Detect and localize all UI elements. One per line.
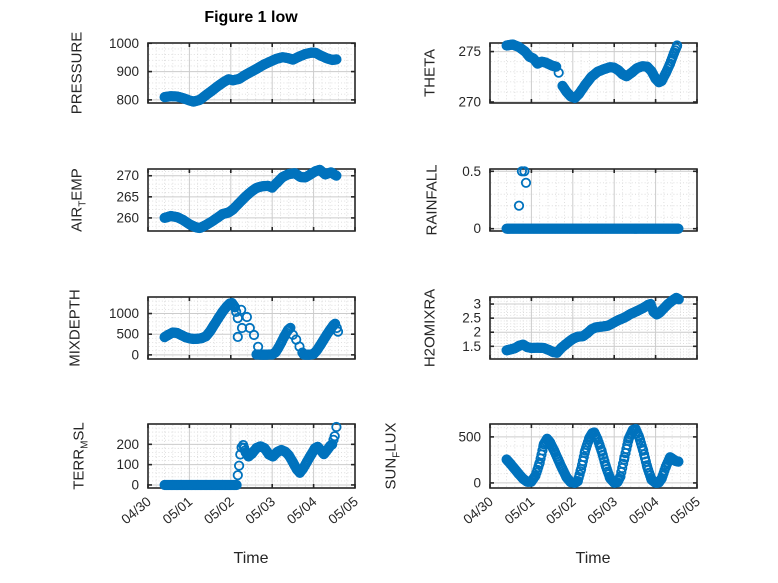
subplot-air-temp: 260 265 270 (116, 164, 356, 234)
x-tick-label: 05/05 (667, 494, 703, 527)
x-tick-label: 05/03 (243, 494, 279, 527)
series-markers-theta (501, 39, 683, 104)
ylabel-mixdepth: MIXDEPTH (66, 289, 84, 367)
y-tick-labels: 0 500 (458, 429, 481, 490)
subplot-sun-flux: 0 500 04/30 05/01 05/02 05/03 05/04 05/05 (458, 423, 703, 528)
x-tick-label: 05/01 (502, 494, 538, 527)
ylabel-rainfall: RAINFALL (423, 164, 441, 236)
y-tick-label: 2 (473, 325, 481, 340)
y-tick-label: 900 (116, 64, 139, 79)
ylabel-theta: THETA (421, 48, 439, 98)
x-tick-label: 05/01 (160, 494, 196, 527)
x-tick-label: 05/02 (543, 494, 579, 527)
y-tick-label: 275 (458, 44, 481, 59)
axes-box (147, 296, 356, 360)
y-tick-label: 0 (473, 221, 481, 236)
axes-box (147, 168, 356, 232)
y-tick-labels: 270 275 (458, 44, 481, 109)
x-tick-labels: 04/30 05/01 05/02 05/03 05/04 05/05 (118, 494, 361, 528)
y-tick-labels: 0 100 200 (116, 437, 139, 493)
series-markers-rainfall (501, 166, 684, 234)
xlabel-time-right: Time (575, 550, 611, 567)
y-tick-label: 100 (116, 457, 139, 472)
y-tick-labels: 1.522.53 (462, 297, 481, 354)
subplot-pressure: 800 900 1000 (109, 36, 356, 108)
ylabel-pressure: PRESSURE (68, 31, 86, 115)
subplot-theta: 270 275 (458, 39, 698, 109)
x-tick-label: 04/30 (118, 494, 154, 527)
y-tick-labels: 00.5 (462, 164, 481, 236)
y-tick-labels: 0 500 1000 (109, 306, 139, 362)
series-markers-air-temp (159, 164, 342, 234)
x-tick-label: 05/05 (325, 494, 361, 527)
axes-box (489, 168, 698, 232)
y-tick-label: 500 (458, 429, 481, 444)
xlabel-time-left: Time (233, 550, 269, 567)
ylabel-air-temp: AIRTEMP (68, 168, 89, 232)
subplot-h2omixra: 1.522.53 (462, 292, 698, 360)
y-tick-label: 2.5 (462, 311, 481, 326)
subplot-rainfall: 00.5 (462, 164, 698, 236)
y-tick-label: 0 (131, 347, 139, 362)
y-tick-label: 200 (116, 437, 139, 452)
ylabel-terr-msl: TERRMSL (70, 422, 91, 490)
series-markers-pressure (159, 47, 342, 107)
y-tick-label: 1.5 (462, 339, 481, 354)
y-tick-label: 3 (473, 297, 481, 312)
y-tick-labels: 800 900 1000 (109, 36, 139, 108)
ylabel-sun-flux: SUNFLUX (382, 422, 403, 490)
y-tick-label: 270 (116, 168, 139, 183)
y-tick-label: 1000 (109, 306, 139, 321)
series-markers-terr-msl (159, 421, 342, 491)
y-tick-label: 1000 (109, 36, 139, 51)
x-tick-label: 04/30 (460, 494, 496, 527)
figure-title: Figure 1 low (204, 9, 298, 26)
y-tick-label: 0 (131, 477, 139, 492)
x-tick-label: 05/03 (585, 494, 621, 527)
major-grid (490, 169, 697, 231)
y-tick-label: 0 (473, 475, 481, 490)
y-tick-label: 800 (116, 92, 139, 107)
axes-box (489, 296, 698, 360)
ylabel-h2omixra: H2OMIXRA (421, 288, 439, 368)
y-tick-label: 260 (116, 210, 139, 225)
y-tick-label: 0.5 (462, 164, 481, 179)
subplot-terr-msl: 0 100 200 04/30 05/01 05/02 05/03 05/04 05/05 (116, 421, 361, 528)
y-tick-label: 500 (116, 327, 139, 342)
series-markers-sun-flux (501, 423, 684, 488)
series-markers-h2omixra (501, 292, 684, 358)
x-tick-label: 05/04 (626, 494, 662, 528)
y-tick-label: 270 (458, 94, 481, 109)
minor-grid (491, 170, 696, 230)
series-markers-mixdepth (159, 297, 344, 360)
x-tick-label: 05/04 (284, 494, 320, 528)
y-tick-labels: 260 265 270 (116, 168, 139, 225)
x-tick-label: 05/02 (201, 494, 237, 527)
y-tick-label: 265 (116, 189, 139, 204)
subplot-mixdepth: 0 500 1000 (109, 296, 356, 362)
major-grid (148, 297, 355, 359)
x-tick-labels: 04/30 05/01 05/02 05/03 05/04 05/05 (460, 494, 703, 528)
axes-box (147, 42, 356, 104)
